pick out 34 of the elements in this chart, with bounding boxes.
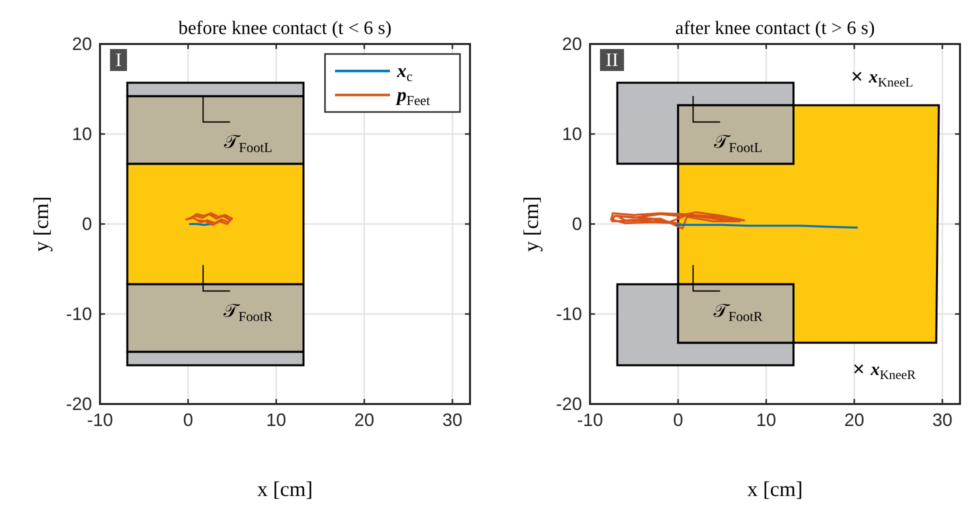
y-tick-label: 20 — [72, 34, 92, 54]
x-tick-label: 30 — [442, 410, 462, 430]
annotation: II — [606, 50, 618, 71]
annotation: 𝒯$_{FootR}$ — [223, 301, 274, 324]
annotation: I — [115, 50, 122, 71]
x-tick-label: 0 — [673, 410, 684, 430]
annotation: 𝒯$_{FootL}$ — [224, 132, 272, 156]
y-tick-label: -10 — [66, 304, 92, 324]
x-axis-title: x [cm] — [257, 477, 313, 501]
x-tick-label: 10 — [266, 410, 286, 430]
chart-title: after knee contact (t > 6 s) — [675, 18, 875, 39]
legend-label: x$_{c}$ — [396, 61, 413, 84]
legend-label: p$_{Feet}$ — [395, 85, 430, 108]
annotation: 𝒯$_{FootR}$ — [713, 301, 764, 324]
series-label: x$_{KneeR}$ — [870, 358, 916, 382]
y-tick-label: 20 — [562, 34, 582, 54]
chart-title: before knee contact (t < 6 s) — [178, 18, 392, 39]
y-tick-label: 0 — [82, 214, 92, 234]
line-series — [610, 211, 746, 230]
x-tick-label: 10 — [756, 410, 776, 430]
annotation: 𝒯$_{FootL}$ — [714, 132, 762, 156]
x-axis-title: x [cm] — [747, 477, 803, 501]
line-series — [185, 212, 234, 226]
x-tick-label: 0 — [183, 410, 194, 430]
series-label: x$_{KneeL}$ — [868, 66, 914, 90]
y-axis-title: y [cm] — [519, 196, 543, 252]
x-tick-label: 20 — [844, 410, 864, 430]
x-tick-label: 30 — [932, 410, 952, 430]
y-tick-label: -10 — [556, 304, 582, 324]
x-tick-label: 20 — [354, 410, 374, 430]
y-axis-title: y [cm] — [29, 196, 53, 252]
y-tick-label: 10 — [72, 124, 92, 144]
y-tick-label: 10 — [562, 124, 582, 144]
y-tick-label: 0 — [572, 214, 582, 234]
